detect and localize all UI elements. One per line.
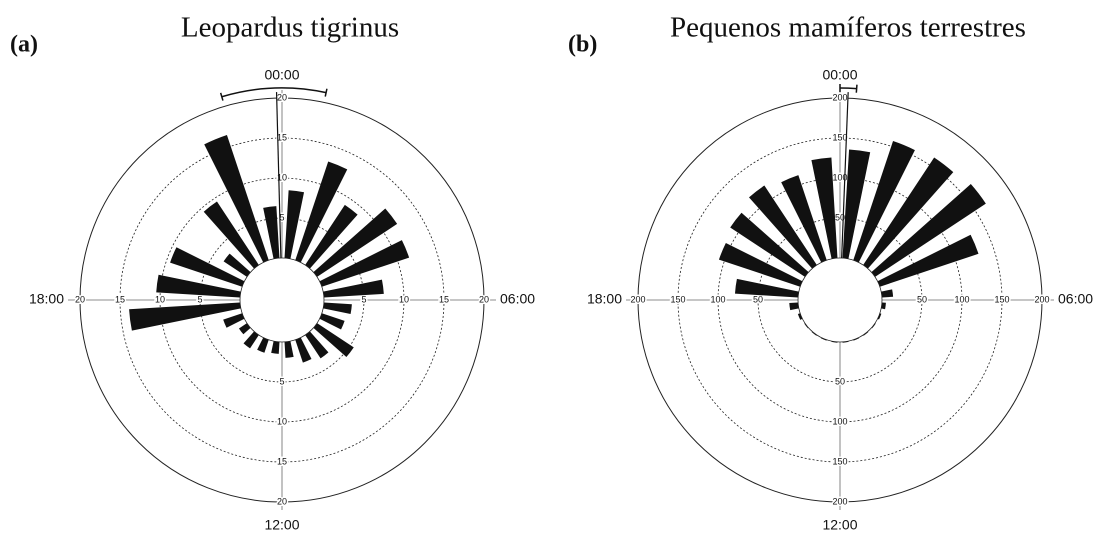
bar [842,149,871,259]
bar [271,341,280,354]
bar [313,323,354,358]
r-tick-label: 200 [1034,294,1049,304]
confidence-arc [839,87,857,90]
grid-ring [717,177,963,423]
bar [730,212,809,277]
direction-label: 12:00 [264,517,299,533]
r-tick-label: 200 [630,294,645,304]
r-tick-label: 100 [954,294,969,304]
direction-label: 06:00 [500,291,535,307]
confidence-cap [219,92,224,101]
bar [305,204,358,269]
bar [204,134,269,263]
grid-ring [677,137,1003,463]
grid-ring [757,217,923,383]
r-tick-label: 10 [399,294,409,304]
bar [323,279,384,298]
bar [319,313,345,330]
bar [295,337,312,363]
bar [811,157,838,259]
r-tick-label: 50 [835,376,845,386]
bar [881,302,886,310]
r-tick-label: 150 [832,132,847,142]
bar [284,190,305,259]
r-tick-label: 150 [832,456,847,466]
bar [877,234,979,287]
r-tick-label: 5 [279,212,284,222]
r-tick-label: 20 [277,92,287,102]
r-tick-label: 20 [75,294,85,304]
bar [718,242,803,287]
direction-label: 12:00 [822,517,857,533]
bar [319,240,410,287]
r-tick-label: 5 [361,294,366,304]
bar [748,185,817,269]
bar [257,337,269,353]
confidence-cap [855,84,858,93]
grid-ring [119,137,445,463]
direction-label: 06:00 [1058,291,1093,307]
direction-label: 00:00 [822,67,857,83]
direction-label: 00:00 [264,67,299,83]
r-tick-label: 15 [277,456,287,466]
direction-label: 18:00 [587,291,622,307]
r-tick-label: 200 [832,496,847,506]
bar [156,274,241,298]
grid-ring [159,177,405,423]
bar [871,184,986,277]
r-tick-label: 15 [115,294,125,304]
bar [313,208,398,277]
inner-disk [239,257,325,343]
r-tick-label: 10 [155,294,165,304]
r-tick-label: 5 [197,294,202,304]
r-tick-label: 150 [670,294,685,304]
r-tick-label: 20 [277,496,287,506]
r-tick-label: 200 [832,92,847,102]
r-tick-label: 10 [277,416,287,426]
bar [877,313,882,320]
confidence-cap [324,88,328,97]
bar [789,302,799,311]
bar [881,289,894,298]
bar [203,201,259,269]
bar [243,331,259,349]
bar [223,253,251,277]
bar [797,313,803,320]
inner-disk [797,257,883,343]
bar [238,323,251,335]
bar [323,302,352,315]
bar [129,302,241,331]
outer-ring [79,97,485,503]
r-tick-label: 150 [994,294,1009,304]
bar [284,341,294,358]
grid-ring [199,217,365,383]
bar [305,331,329,359]
r-tick-label: 20 [479,294,489,304]
bar [781,175,827,263]
r-tick-label: 15 [277,132,287,142]
bar [734,278,799,298]
bar [223,313,245,328]
r-tick-label: 50 [753,294,763,304]
confidence-arc [221,87,327,98]
panel-label: (a) [10,32,38,58]
r-tick-label: 5 [279,376,284,386]
mean-vector [841,92,849,259]
r-tick-label: 15 [439,294,449,304]
panel-label: (b) [568,32,597,58]
bar [263,206,280,259]
mean-vector [275,92,282,259]
bar [295,161,348,263]
r-tick-label: 50 [917,294,927,304]
r-tick-label: 100 [832,416,847,426]
bar [863,157,954,269]
chart-title: Pequenos mamíferos terrestres [670,12,1026,44]
direction-label: 18:00 [29,291,64,307]
r-tick-label: 100 [710,294,725,304]
chart-title: Leopardus tigrinus [181,12,399,44]
outer-ring [637,97,1043,503]
bar [170,247,245,287]
bar [853,141,915,263]
